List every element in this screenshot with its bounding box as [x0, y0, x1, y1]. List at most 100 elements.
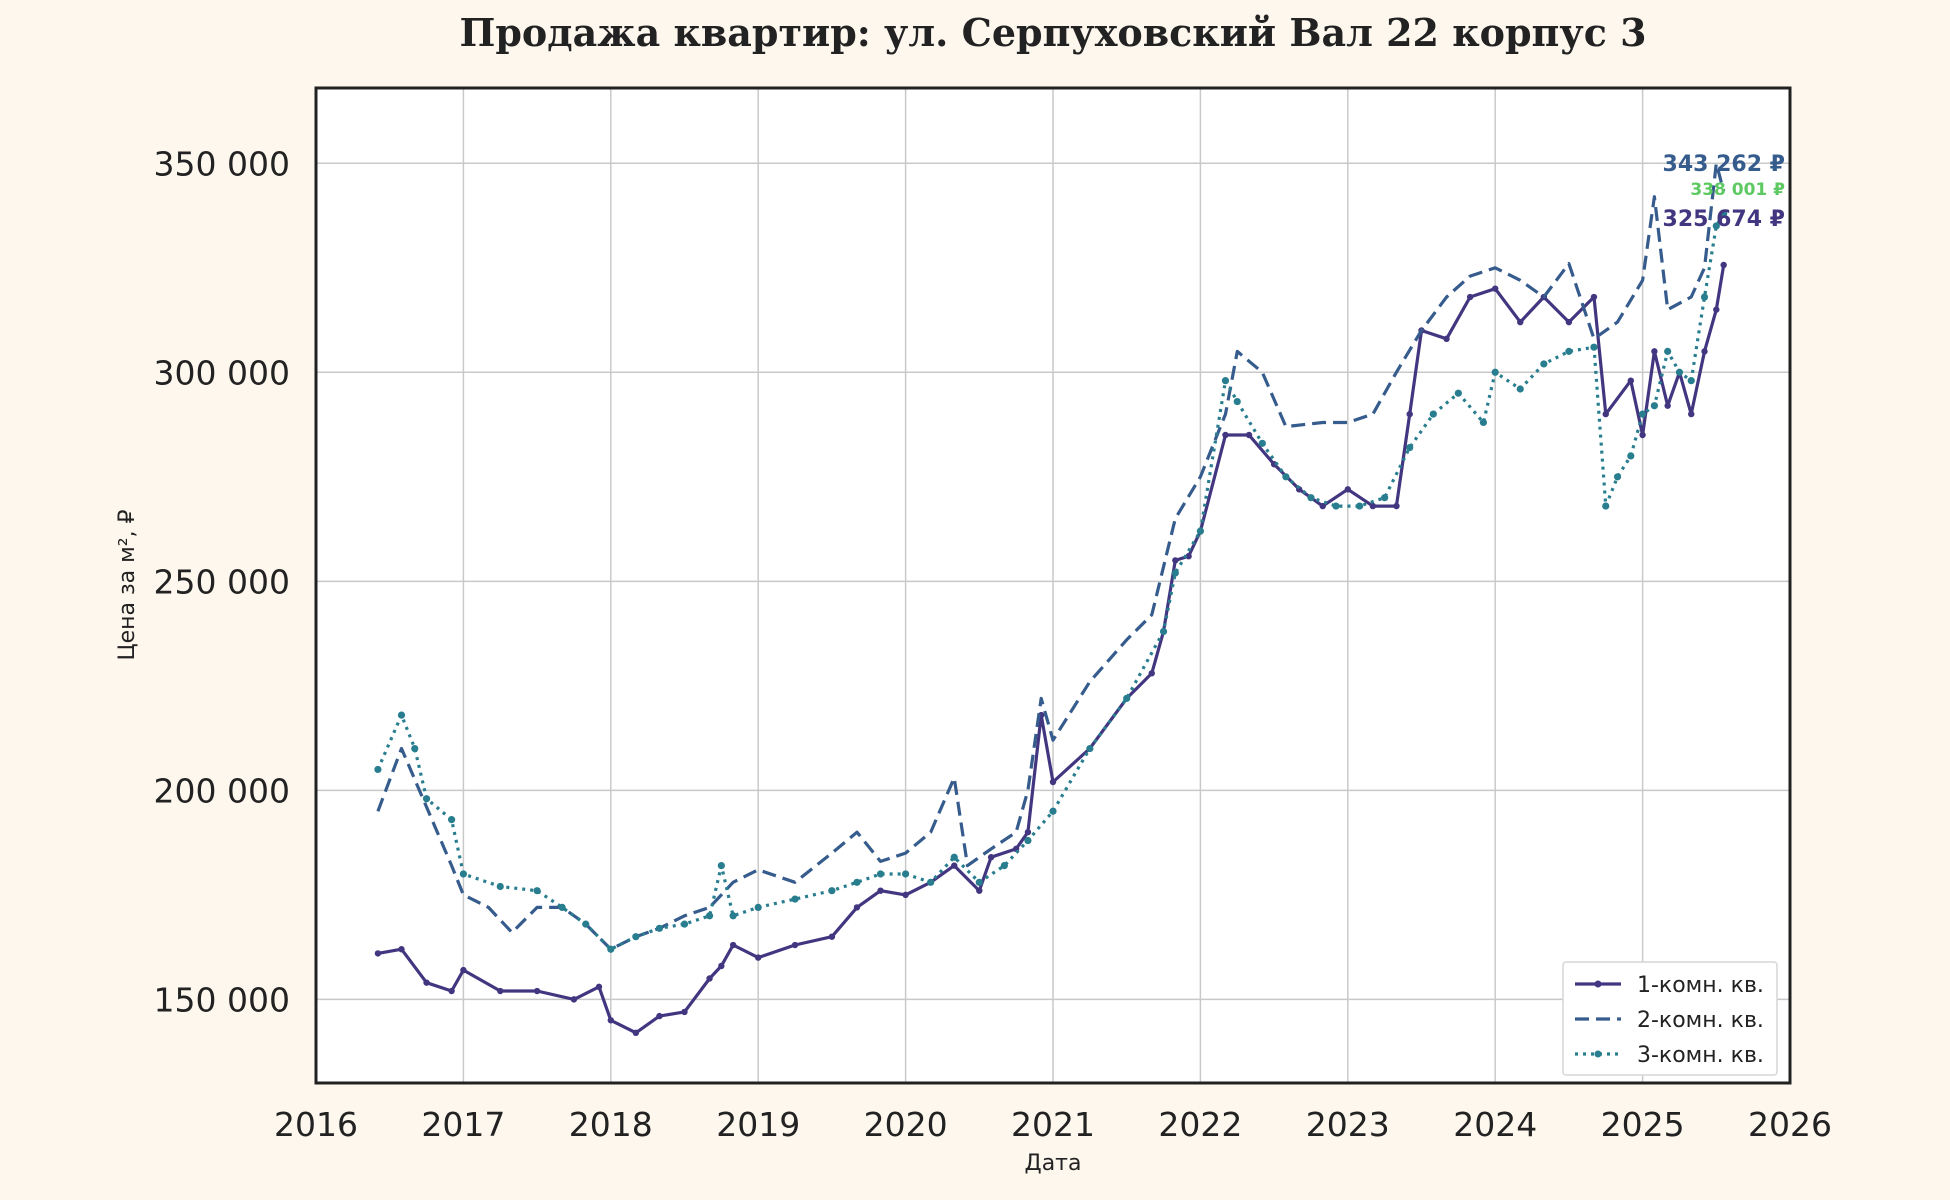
- series-layer: [374, 161, 1728, 1037]
- data-point: [1172, 557, 1179, 564]
- y-tick-label: 250 000: [154, 562, 290, 601]
- data-point: [1687, 377, 1695, 385]
- data-point: [754, 903, 762, 912]
- data-point: [706, 975, 713, 982]
- data-point: [1123, 694, 1131, 702]
- data-point: [1517, 318, 1524, 326]
- data-point: [1406, 443, 1414, 452]
- data-point: [1369, 502, 1377, 510]
- data-point: [680, 920, 689, 928]
- data-point: [1049, 778, 1057, 786]
- y-tick-label: 350 000: [154, 144, 290, 183]
- data-point: [1701, 348, 1708, 355]
- series-3: [374, 209, 1728, 953]
- data-point: [1429, 410, 1437, 418]
- data-point: [1712, 222, 1720, 230]
- data-point: [927, 878, 935, 886]
- data-point: [1720, 261, 1727, 269]
- data-point: [1639, 431, 1646, 439]
- data-point: [1590, 293, 1598, 301]
- data-point: [533, 987, 541, 995]
- data-point: [374, 950, 382, 957]
- x-tick-label: 2023: [1306, 1105, 1390, 1144]
- legend-marker: [1594, 1050, 1602, 1058]
- data-point: [1171, 569, 1179, 577]
- data-point: [1406, 410, 1413, 418]
- data-point: [448, 816, 456, 824]
- data-point: [1479, 418, 1488, 427]
- data-point: [828, 887, 836, 895]
- data-point: [1516, 385, 1524, 393]
- data-point: [950, 853, 958, 861]
- data-point: [1664, 402, 1671, 409]
- series-line: [376, 212, 1726, 951]
- data-point: [1024, 828, 1032, 836]
- data-point: [876, 870, 885, 878]
- data-point: [1700, 293, 1709, 301]
- x-tick-label: 2025: [1601, 1105, 1685, 1144]
- data-point: [1627, 452, 1635, 460]
- data-point: [877, 887, 884, 894]
- y-tick-label: 150 000: [154, 980, 290, 1019]
- x-tick-label: 2022: [1158, 1105, 1242, 1144]
- data-point: [1344, 486, 1352, 493]
- data-point: [595, 983, 603, 991]
- data-point: [1024, 836, 1032, 845]
- data-point: [1540, 360, 1548, 368]
- data-point: [1454, 389, 1462, 397]
- data-point: [1307, 494, 1315, 502]
- x-tick-label: 2026: [1748, 1105, 1832, 1144]
- legend-marker: [1594, 980, 1602, 988]
- data-point: [422, 795, 431, 803]
- data-point: [1381, 494, 1389, 502]
- legend-label: 2-комн. кв.: [1637, 1008, 1764, 1033]
- data-point: [1148, 670, 1155, 677]
- data-point: [729, 941, 737, 949]
- data-point: [397, 711, 406, 719]
- data-point: [1491, 368, 1499, 376]
- data-point: [607, 1017, 614, 1024]
- data-point: [1602, 410, 1609, 418]
- end-value-label: 343 262 ₽: [1663, 152, 1785, 177]
- end-value-label: 325 674 ₽: [1663, 207, 1785, 232]
- data-point: [1627, 377, 1635, 384]
- data-point: [1159, 627, 1168, 636]
- data-point: [951, 862, 958, 869]
- data-point: [1319, 502, 1326, 510]
- data-point: [853, 878, 861, 886]
- data-point: [1613, 473, 1622, 481]
- data-point: [718, 962, 725, 970]
- data-point: [1196, 527, 1204, 535]
- data-point: [423, 979, 430, 986]
- data-point: [1492, 285, 1499, 292]
- data-point: [1602, 502, 1610, 510]
- data-point: [1713, 306, 1720, 313]
- data-point: [655, 924, 664, 932]
- data-point: [729, 912, 737, 920]
- x-tick-label: 2016: [274, 1105, 358, 1144]
- plot-frame: [314, 86, 1792, 1085]
- data-point: [791, 895, 799, 903]
- end-value-label: 338 001 ₽: [1690, 180, 1785, 200]
- data-point: [1282, 473, 1290, 481]
- data-point: [902, 870, 910, 878]
- y-tick-label: 200 000: [154, 771, 290, 810]
- data-point: [459, 870, 467, 878]
- x-axis-ticks: 2016 2017 2018 2019 2020 2021 2022 2023 2024 2025…: [274, 1105, 1832, 1144]
- data-point: [632, 933, 640, 941]
- data-point: [497, 987, 504, 995]
- data-point: [1650, 402, 1658, 410]
- data-point: [1086, 744, 1094, 753]
- x-tick-label: 2017: [421, 1105, 505, 1144]
- data-point: [656, 1012, 663, 1020]
- data-point: [1675, 368, 1684, 376]
- data-point: [1332, 502, 1340, 510]
- data-point: [975, 878, 983, 886]
- data-point: [1720, 209, 1728, 218]
- data-point: [1639, 410, 1647, 418]
- data-point: [558, 903, 566, 912]
- data-point: [632, 1029, 640, 1037]
- x-tick-label: 2021: [1011, 1105, 1095, 1144]
- data-point: [902, 891, 909, 899]
